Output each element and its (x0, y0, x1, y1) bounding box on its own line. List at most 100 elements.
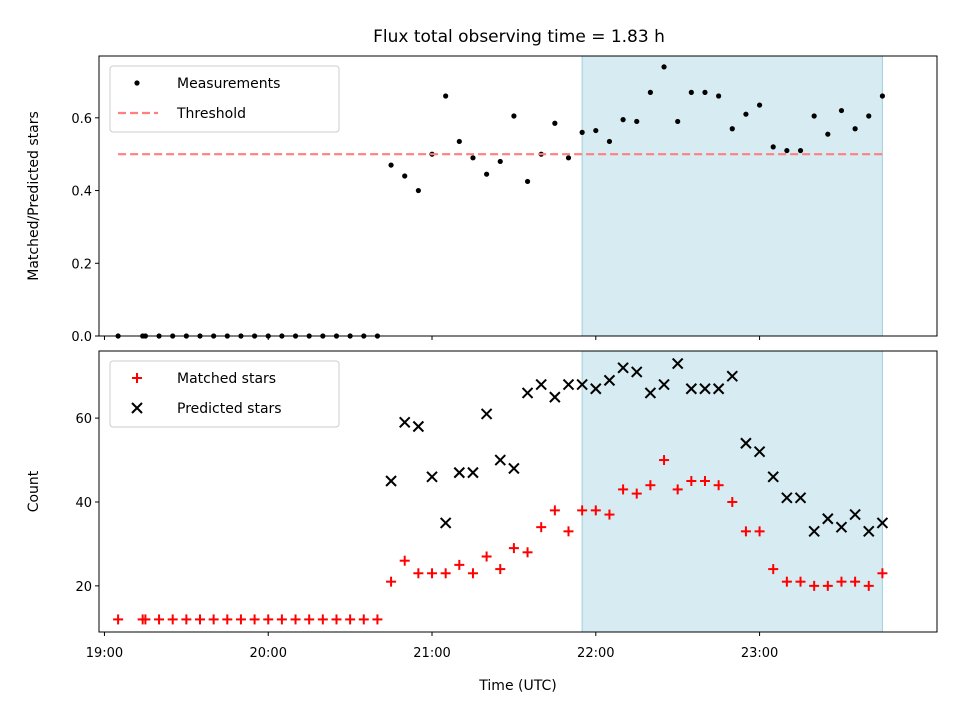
matched-stars-point (863, 580, 874, 591)
matched-stars-point (563, 526, 574, 537)
measurement-point (879, 93, 886, 99)
measurement-point (524, 178, 531, 185)
matched-stars-point (699, 476, 710, 487)
predicted-stars-point (494, 454, 506, 466)
matched-stars-point (604, 509, 615, 520)
predicted-stars-point (699, 383, 711, 395)
top-legend: Measurements Threshold (109, 65, 340, 133)
legend-dot-marker (134, 80, 140, 86)
predicted-stars-point (863, 525, 875, 538)
matched-stars-point (768, 564, 779, 575)
predicted-stars-point (562, 378, 575, 391)
measurement-point (661, 64, 667, 70)
predicted-stars-point (453, 466, 466, 479)
legend-box (109, 65, 340, 133)
measurement-point (743, 111, 749, 117)
predicted-stars-point (508, 462, 520, 475)
measurement-point (811, 113, 817, 119)
matched-stars-point (440, 568, 451, 579)
chart-title: Flux total observing time = 1.83 h (373, 27, 665, 47)
measurement-point (838, 107, 845, 114)
matched-stars-point (427, 568, 438, 579)
x-tick-label: 23:00 (741, 646, 778, 661)
predicted-stars-point (480, 408, 493, 420)
matched-stars-point (740, 526, 751, 537)
measurement-point (866, 113, 872, 119)
matched-stars-point (508, 543, 519, 554)
measurement-point (606, 138, 613, 145)
predicted-stars-point (399, 416, 411, 429)
measurement-point (634, 118, 640, 125)
measurement-point (402, 173, 408, 179)
measurement-point (647, 89, 653, 95)
matched-stars-point (235, 614, 246, 625)
matched-stars-point (194, 614, 205, 625)
top-panel-xticks (103, 336, 761, 340)
bottom-panel-marks (113, 357, 889, 625)
bottom-panel: 20 40 60 19:00 20:00 21:00 22:00 23:00 Count T… (26, 350, 938, 694)
predicted-stars-point (767, 471, 779, 483)
top-panel: 0.0 0.2 0.4 0.6 Matched/Predicted stars Mea… (26, 55, 938, 345)
y-tick-label: 0.6 (71, 112, 92, 127)
matched-stars-point (113, 614, 124, 625)
legend-x-marker (131, 402, 143, 414)
measurement-point (497, 158, 503, 165)
bottom-panel-frame (98, 350, 938, 633)
measurement-point (688, 89, 694, 95)
matched-stars-point (672, 484, 683, 495)
measurement-point (579, 129, 585, 135)
measurement-point (784, 147, 790, 154)
x-tick-label: 22:00 (577, 646, 614, 661)
predicted-stars-point (521, 387, 534, 399)
measurement-point (770, 144, 776, 150)
measurement-point (620, 117, 626, 123)
top-panel-marks (115, 64, 886, 339)
matched-stars-point (222, 614, 233, 625)
bottom-legend: Matched stars Predicted stars (109, 360, 340, 428)
predicted-stars-point (808, 525, 820, 538)
measurement-point (675, 118, 681, 125)
predicted-stars-point (876, 517, 889, 529)
y-tick-label: 0.4 (71, 185, 92, 200)
y-tick-label: 20 (75, 580, 92, 595)
matched-stars-point (317, 614, 328, 625)
matched-stars-point (140, 614, 151, 625)
measurement-point (729, 126, 735, 132)
matched-stars-point (822, 580, 833, 591)
predicted-stars-point (658, 378, 670, 391)
matched-stars-point (877, 568, 888, 579)
matched-stars-point (331, 614, 342, 625)
matched-stars-point (781, 576, 792, 587)
predicted-stars-point (822, 513, 834, 525)
predicted-stars-point (712, 383, 725, 395)
x-tick-label: 20:00 (250, 646, 287, 661)
x-tick-label: 21:00 (413, 646, 450, 661)
matched-stars-point (290, 614, 301, 625)
legend-plus-marker (132, 373, 142, 383)
matched-stars-point (154, 614, 165, 625)
y-tick-label: 0.2 (71, 257, 92, 272)
predicted-stars-point (426, 471, 438, 483)
matched-stars-point (645, 480, 656, 491)
measurement-point (415, 187, 421, 194)
top-y-axis-label: Matched/Predicted stars (26, 111, 42, 281)
predicted-stars-point (590, 383, 602, 395)
predicted-stars-point (576, 378, 588, 391)
measurement-point (565, 155, 572, 161)
measurement-point (825, 131, 831, 137)
matched-stars-point (358, 614, 369, 625)
bottom-panel-yticks: 20 40 60 (75, 412, 99, 595)
predicted-stars-point (385, 475, 397, 487)
legend-label: Threshold (176, 106, 246, 122)
measurement-point (470, 155, 476, 161)
top-panel-frame (98, 55, 938, 337)
matched-stars-point (549, 505, 560, 516)
matched-stars-point (263, 614, 274, 625)
matched-stars-point (659, 455, 670, 466)
matched-stars-point (577, 505, 588, 516)
matched-stars-point (631, 488, 642, 499)
legend-box (109, 360, 340, 428)
measurement-point (852, 126, 858, 132)
predicted-stars-point (549, 391, 561, 403)
